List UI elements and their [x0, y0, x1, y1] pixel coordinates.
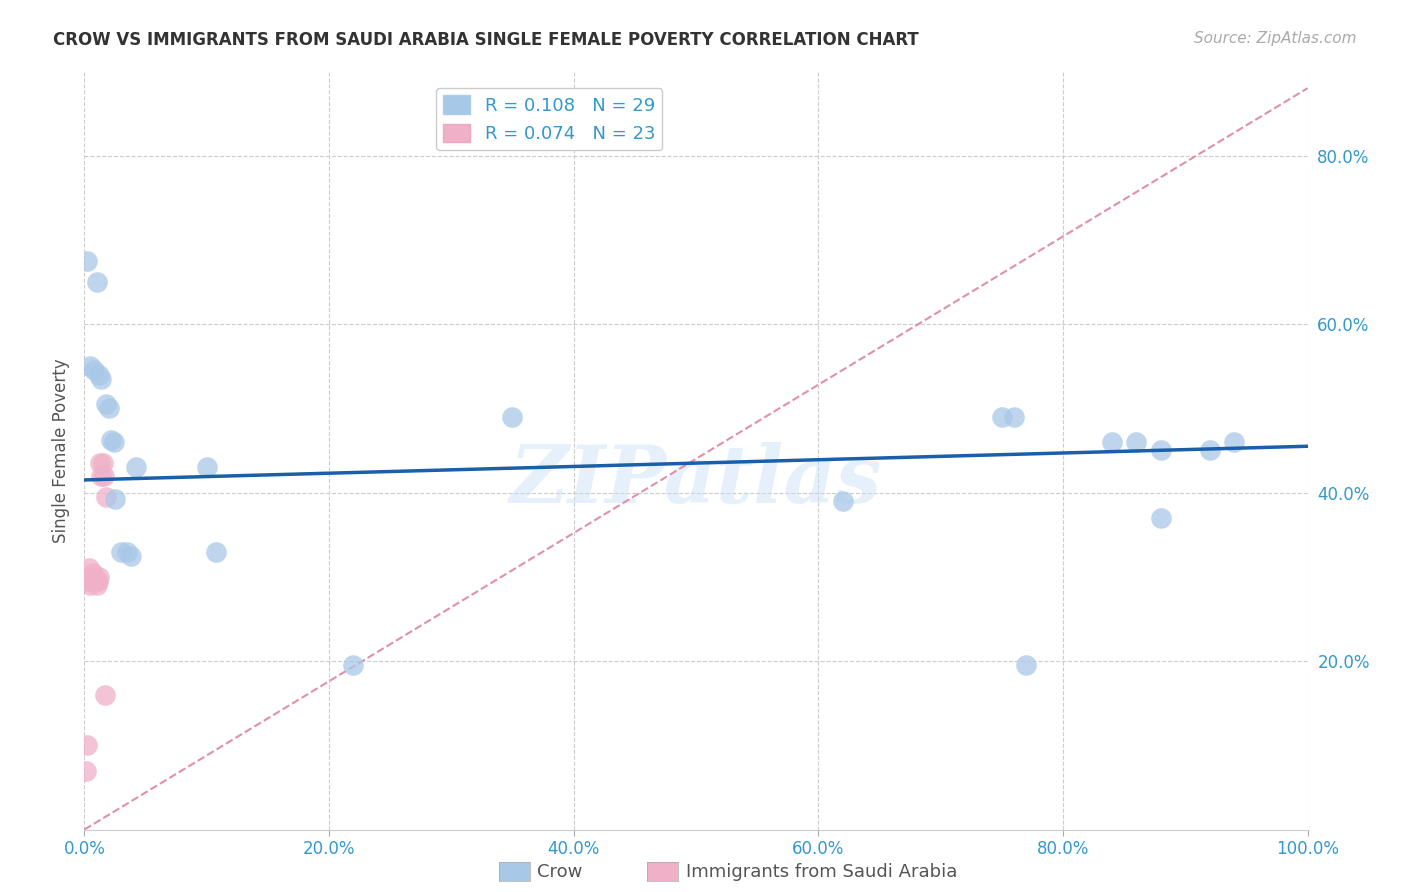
Point — [100, 434, 122, 448]
Point — [89, 456, 111, 470]
Point — [86, 578, 108, 592]
Point — [94, 688, 117, 702]
Point — [205, 544, 228, 558]
Point — [1101, 435, 1123, 450]
Point — [120, 549, 142, 563]
Point — [91, 456, 114, 470]
Point — [103, 435, 125, 450]
Point — [77, 570, 100, 584]
Point — [83, 574, 105, 588]
Point — [195, 460, 218, 475]
Point — [83, 363, 105, 377]
Point — [991, 409, 1014, 424]
Point — [86, 574, 108, 588]
Point — [110, 544, 132, 558]
Point — [79, 359, 101, 374]
Text: Crow: Crow — [537, 863, 582, 881]
Point — [115, 544, 138, 558]
Point — [1198, 443, 1220, 458]
Point — [90, 372, 112, 386]
Point — [1150, 443, 1173, 458]
Legend: R = 0.108   N = 29, R = 0.074   N = 23: R = 0.108 N = 29, R = 0.074 N = 23 — [436, 88, 662, 150]
Point — [80, 574, 103, 588]
Point — [87, 368, 110, 382]
Point — [82, 570, 104, 584]
Point — [84, 574, 107, 588]
Point — [87, 570, 110, 584]
Point — [1125, 435, 1147, 450]
Text: Source: ZipAtlas.com: Source: ZipAtlas.com — [1194, 31, 1357, 46]
Point — [87, 574, 110, 588]
Point — [1223, 435, 1246, 450]
Point — [125, 460, 148, 475]
Text: CROW VS IMMIGRANTS FROM SAUDI ARABIA SINGLE FEMALE POVERTY CORRELATION CHART: CROW VS IMMIGRANTS FROM SAUDI ARABIA SIN… — [53, 31, 920, 49]
Point — [96, 490, 118, 504]
Point — [90, 468, 112, 483]
Text: Immigrants from Saudi Arabia: Immigrants from Saudi Arabia — [686, 863, 957, 881]
Point — [93, 468, 115, 483]
Point — [77, 574, 100, 588]
Point — [342, 658, 364, 673]
Point — [831, 494, 853, 508]
Point — [502, 409, 524, 424]
Point — [1015, 658, 1038, 673]
Point — [76, 739, 98, 753]
Point — [82, 566, 104, 580]
Point — [79, 574, 101, 588]
Point — [1002, 409, 1025, 424]
Point — [1150, 511, 1173, 525]
Point — [77, 561, 100, 575]
Point — [96, 397, 118, 411]
Point — [76, 253, 98, 268]
Y-axis label: Single Female Poverty: Single Female Poverty — [52, 359, 70, 542]
Point — [75, 764, 97, 778]
Text: ZIPatlas: ZIPatlas — [510, 442, 882, 519]
Point — [79, 578, 101, 592]
Point — [104, 492, 127, 507]
Point — [97, 401, 120, 416]
Point — [86, 275, 108, 289]
Point — [83, 570, 105, 584]
